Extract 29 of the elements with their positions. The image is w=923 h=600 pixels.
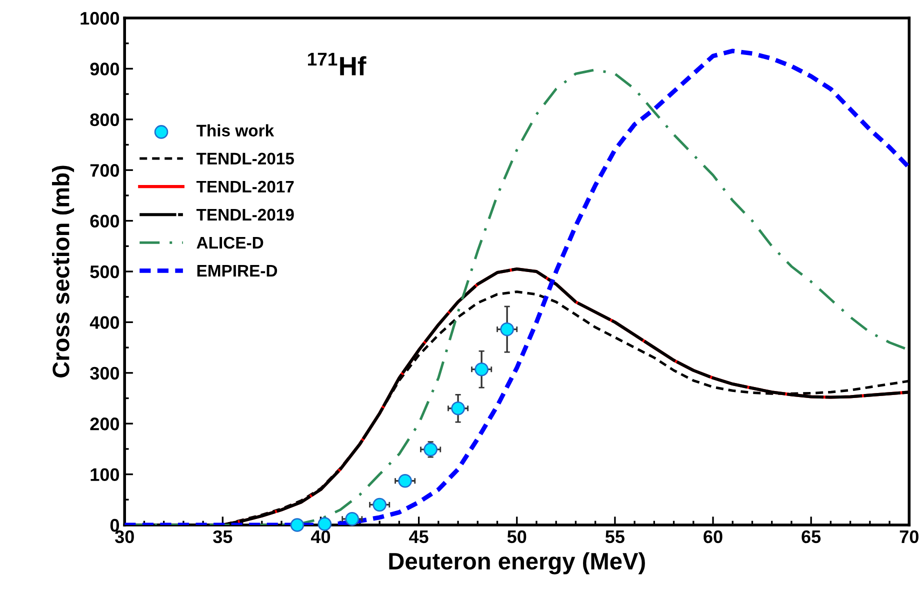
x-tick-label: 65 (802, 530, 821, 544)
y-tick-label: 700 (90, 164, 120, 177)
y-tick-label: 800 (90, 113, 120, 126)
y-axis-title: Cross section (mb) (52, 166, 74, 378)
legend-label: ALICE-D (196, 236, 264, 249)
y-tick-label: 0 (110, 518, 120, 532)
y-tick-label: 1000 (80, 12, 120, 25)
x-tick-label: 50 (507, 530, 526, 544)
y-tick-label: 900 (90, 62, 120, 76)
x-tick-label: 35 (213, 530, 232, 544)
legend-label: TENDL-2015 (196, 152, 294, 165)
text: $^{171}$Hf (308, 52, 366, 76)
x-axis-title: Deuteron energy (MeV) (389, 552, 645, 574)
y-tick-label: 300 (90, 366, 120, 380)
y-tick-label: 500 (90, 265, 120, 278)
x-tick-label: 70 (900, 530, 918, 544)
y-tick-label: 100 (90, 468, 120, 482)
y-tick-label: 200 (90, 418, 120, 430)
legend-label: EMPIRE-D (197, 265, 278, 277)
x-tick-label: 55 (605, 530, 624, 544)
y-tick-label: 600 (90, 214, 120, 228)
x-tick-label: 45 (409, 530, 428, 544)
x-tick-label: 40 (310, 530, 330, 544)
legend-label: This work (196, 124, 274, 136)
legend-label: TENDL-2017 (196, 180, 294, 193)
y-tick-label: 400 (90, 316, 120, 329)
x-tick-label: 30 (114, 530, 134, 544)
legend-label: TENDL-2019 (196, 208, 294, 221)
x-tick-label: 60 (704, 530, 722, 544)
